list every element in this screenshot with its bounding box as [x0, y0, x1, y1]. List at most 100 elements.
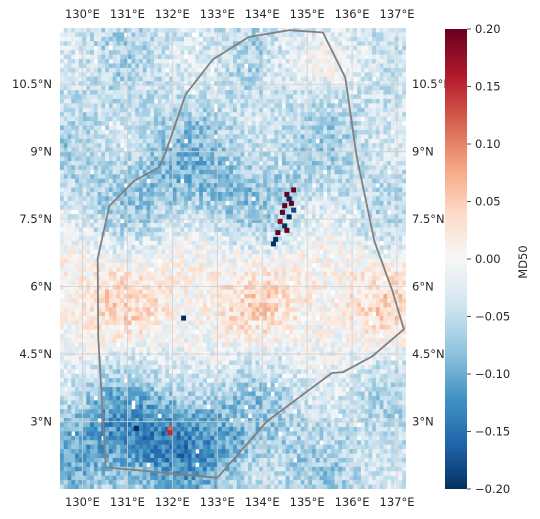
field-cell [300, 187, 305, 193]
field-cell [146, 187, 151, 193]
field-cell [311, 147, 317, 153]
field-cell [342, 63, 347, 69]
field-cell [375, 32, 380, 38]
field-cell [138, 103, 144, 109]
field-cell [383, 209, 388, 215]
field-cell [108, 196, 113, 202]
field-cell [360, 76, 365, 82]
field-cell [214, 205, 219, 211]
field-cell [285, 147, 290, 153]
field-cell [180, 28, 185, 33]
field-cell [146, 218, 151, 224]
field-cell [368, 174, 373, 180]
field-cell [225, 267, 230, 273]
field-cell [161, 54, 166, 60]
field-cell [157, 50, 162, 55]
field-cell [150, 205, 155, 211]
field-cell [263, 160, 268, 166]
field-cell [86, 271, 91, 277]
field-cell [323, 200, 328, 206]
field-cell [195, 156, 200, 162]
field-cell [71, 152, 76, 157]
field-cell [210, 152, 215, 157]
field-cell [67, 85, 72, 91]
field-cell [90, 32, 95, 38]
field-cell [311, 258, 317, 264]
field-cell [97, 36, 102, 42]
field-cell [327, 45, 332, 51]
field-cell [364, 94, 369, 100]
field-cell [135, 169, 140, 175]
field-cell [127, 165, 132, 171]
field-cell [217, 262, 223, 268]
field-cell [210, 103, 215, 109]
field-cell [225, 209, 230, 215]
field-cell [154, 107, 159, 113]
field-cell [199, 267, 204, 273]
field-cell [244, 94, 249, 100]
field-cell [127, 36, 132, 42]
field-cell [266, 169, 271, 175]
field-cell [150, 218, 155, 224]
field-cell [304, 192, 309, 197]
field-cell [108, 165, 113, 171]
field-cell [206, 156, 211, 162]
field-cell [375, 72, 380, 78]
field-cell [169, 192, 174, 197]
field-cell [259, 121, 264, 126]
field-cell [172, 178, 177, 184]
field-cell [364, 178, 369, 184]
field-cell [375, 165, 380, 171]
field-cell [372, 205, 377, 211]
field-cell [112, 36, 117, 42]
field-cell [360, 63, 365, 69]
field-cell [71, 169, 76, 175]
field-cell [375, 147, 380, 153]
field-cell [323, 94, 328, 100]
field-cell [71, 81, 76, 86]
field-cell [387, 196, 392, 202]
field-cell [387, 28, 392, 33]
field-cell [338, 134, 343, 140]
field-cell [255, 262, 260, 268]
field-cell [154, 116, 159, 122]
field-cell [387, 165, 392, 171]
field-cell [342, 36, 347, 42]
field-cell [165, 129, 170, 135]
field-cell [266, 50, 271, 55]
field-cell [293, 218, 298, 224]
field-cell [146, 205, 151, 211]
field-cell [180, 218, 185, 224]
field-cell [319, 258, 324, 264]
field-cell [383, 200, 388, 206]
field-cell [390, 94, 396, 100]
field-cell [221, 32, 226, 38]
field-cell [123, 258, 128, 264]
field-cell [127, 85, 132, 91]
field-cell [349, 183, 354, 188]
field-cell [330, 249, 335, 255]
field-cell [330, 214, 335, 219]
field-cell [323, 129, 328, 135]
field-cell [217, 28, 223, 33]
field-cell [123, 107, 128, 113]
field-cell [349, 85, 354, 91]
field-cell [176, 196, 181, 202]
field-cell [289, 41, 294, 47]
field-cell [311, 218, 317, 224]
field-cell [334, 81, 339, 86]
field-cell [138, 218, 144, 224]
field-cell [187, 54, 192, 60]
field-cell [150, 32, 155, 38]
field-cell [278, 85, 283, 91]
field-cell [86, 227, 91, 233]
field-cell [255, 134, 260, 140]
field-cell [266, 125, 271, 131]
field-cell [202, 205, 207, 211]
field-cell [263, 67, 268, 73]
field-cell [345, 227, 350, 233]
field-cell [78, 98, 83, 104]
field-cell [127, 245, 132, 250]
field-cell [67, 125, 72, 131]
field-cell [266, 85, 271, 91]
